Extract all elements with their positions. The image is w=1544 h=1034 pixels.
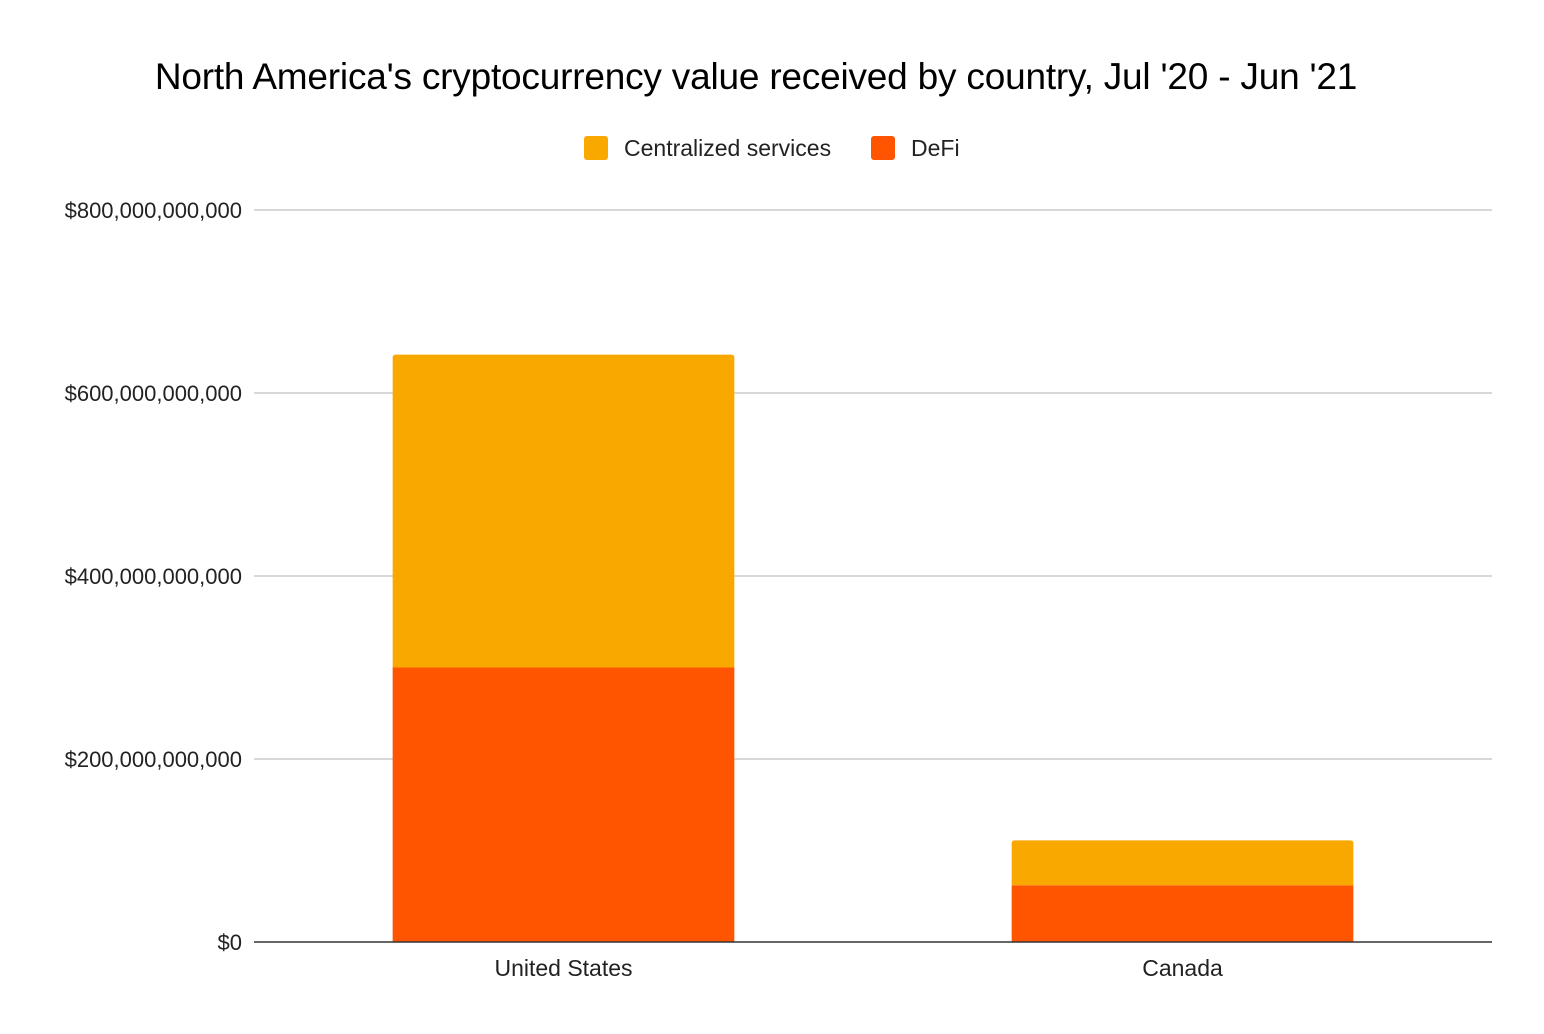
legend-swatch-defi [871,136,895,160]
legend-label-centralized-services: Centralized services [624,134,832,161]
legend-item-defi: DeFi [871,134,960,162]
bar-canada-centralized-services [1011,840,1354,886]
legend-label-defi: DeFi [911,134,960,161]
y-tick-label: $400,000,000,000 [65,564,242,589]
legend-swatch-centralized-services [584,136,608,160]
chart-title: North America's cryptocurrency value rec… [154,56,1358,97]
y-tick-label: $0 [218,930,242,955]
y-tick-label: $600,000,000,000 [65,381,242,406]
y-tick-label: $200,000,000,000 [65,747,242,772]
y-axis-ticks: $0 $200,000,000,000 $400,000,000,000 $600,0… [65,198,242,955]
x-category-label: Canada [1142,955,1223,981]
legend-item-centralized-services: Centralized services [584,134,831,162]
y-tick-label: $800,000,000,000 [65,198,242,223]
bar-canada-defi [1011,885,1354,942]
bars [392,354,1354,942]
bar-united-states-centralized-services [392,354,735,668]
bar-united-states-defi [392,667,735,942]
x-axis-categories: United States Canada [494,955,1223,981]
x-category-label: United States [494,955,632,981]
legend: Centralized services DeFi [0,134,1544,162]
